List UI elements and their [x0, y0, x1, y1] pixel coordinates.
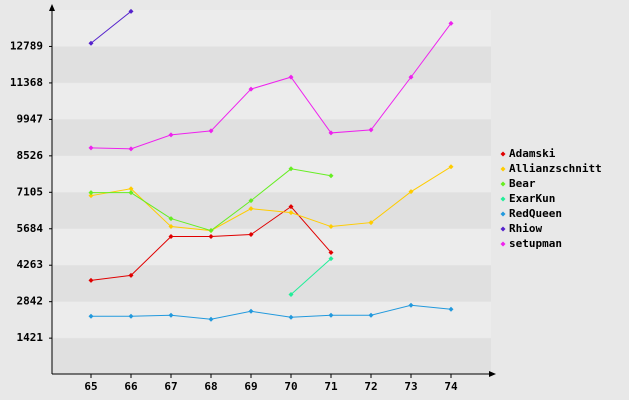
legend-label: Allianzschnitt	[509, 162, 602, 175]
data-point	[88, 277, 94, 283]
series-line	[90, 10, 132, 44]
data-point	[128, 313, 134, 319]
grid-band	[52, 338, 491, 375]
legend-marker	[500, 241, 506, 247]
legend-marker	[500, 226, 506, 232]
data-point	[248, 232, 254, 238]
grid-band	[52, 228, 491, 266]
legend-label: ExarKun	[509, 192, 555, 205]
data-point	[88, 190, 94, 196]
data-point	[288, 74, 294, 80]
y-tick-label: 1421	[17, 331, 44, 344]
series-line	[90, 166, 452, 232]
y-tick-label: 11368	[10, 76, 43, 89]
data-point	[248, 198, 254, 204]
data-point	[128, 272, 134, 278]
x-tick-label: 68	[204, 380, 217, 393]
data-point	[328, 256, 334, 262]
x-tick-label: 66	[124, 380, 138, 393]
series-line	[91, 304, 452, 320]
data-point	[328, 249, 334, 255]
data-point	[368, 312, 374, 318]
y-tick-label: 8526	[17, 149, 44, 162]
x-tick-label: 67	[164, 380, 177, 393]
data-point	[88, 313, 94, 319]
data-point	[448, 306, 454, 312]
x-tick-label: 70	[284, 380, 297, 393]
y-tick-label: 2842	[17, 295, 44, 308]
x-tick-label: 72	[364, 380, 377, 393]
legend-label: RedQueen	[509, 207, 562, 220]
data-point	[128, 190, 134, 196]
data-point	[448, 164, 454, 170]
data-point	[128, 8, 134, 14]
data-point	[408, 189, 414, 195]
x-tick-label: 74	[444, 380, 458, 393]
y-tick-label: 7105	[17, 185, 44, 198]
data-point	[248, 308, 254, 314]
data-point	[248, 206, 254, 212]
data-point	[328, 224, 334, 230]
data-point	[88, 145, 94, 151]
data-point	[88, 40, 94, 46]
grid-band	[52, 46, 491, 83]
y-tick-label: 4263	[17, 258, 44, 271]
data-point	[288, 291, 294, 297]
data-point	[248, 86, 254, 92]
data-point	[208, 316, 214, 322]
x-tick-label: 65	[84, 380, 97, 393]
series-line	[90, 23, 452, 150]
data-point	[128, 186, 134, 192]
data-point	[288, 166, 294, 172]
y-tick-label: 12789	[10, 39, 43, 52]
grid-band	[52, 82, 491, 120]
data-point	[168, 234, 174, 240]
data-point	[208, 128, 214, 134]
data-point	[168, 312, 174, 318]
x-tick-label: 71	[324, 380, 338, 393]
data-point	[328, 312, 334, 318]
legend-label: Rhiow	[509, 222, 542, 235]
legend-marker	[500, 181, 506, 187]
data-point	[288, 210, 294, 216]
data-point	[328, 130, 334, 136]
y-tick-label: 5684	[17, 222, 44, 235]
data-point	[368, 220, 374, 226]
x-axis-arrow	[489, 371, 496, 377]
series-line	[290, 258, 332, 295]
legend-marker	[500, 196, 506, 202]
data-point	[288, 204, 294, 210]
legend-label: Adamski	[509, 147, 556, 160]
data-point	[208, 228, 214, 234]
data-point	[368, 127, 374, 133]
data-point	[88, 193, 94, 199]
grid-band	[52, 265, 491, 302]
data-point	[168, 224, 174, 230]
y-tick-label: 9947	[17, 112, 44, 125]
data-point	[408, 74, 414, 80]
x-tick-label: 69	[244, 380, 257, 393]
data-point	[448, 20, 454, 26]
data-point	[168, 216, 174, 222]
legend-label: Bear	[509, 177, 536, 190]
data-point	[328, 173, 334, 179]
grid-band	[52, 301, 491, 339]
legend-marker	[500, 211, 506, 217]
grid-band	[52, 119, 491, 156]
data-point	[288, 314, 294, 320]
data-point	[208, 234, 214, 240]
grid-band	[52, 155, 491, 193]
x-tick-label: 73	[404, 380, 417, 393]
legend-label: setupman	[509, 237, 562, 250]
data-point	[168, 132, 174, 138]
y-axis-arrow	[49, 4, 55, 11]
grid-band	[52, 10, 491, 47]
data-point	[408, 302, 414, 308]
data-point	[128, 146, 134, 152]
legend-marker	[500, 166, 506, 172]
legend-marker	[500, 151, 506, 157]
